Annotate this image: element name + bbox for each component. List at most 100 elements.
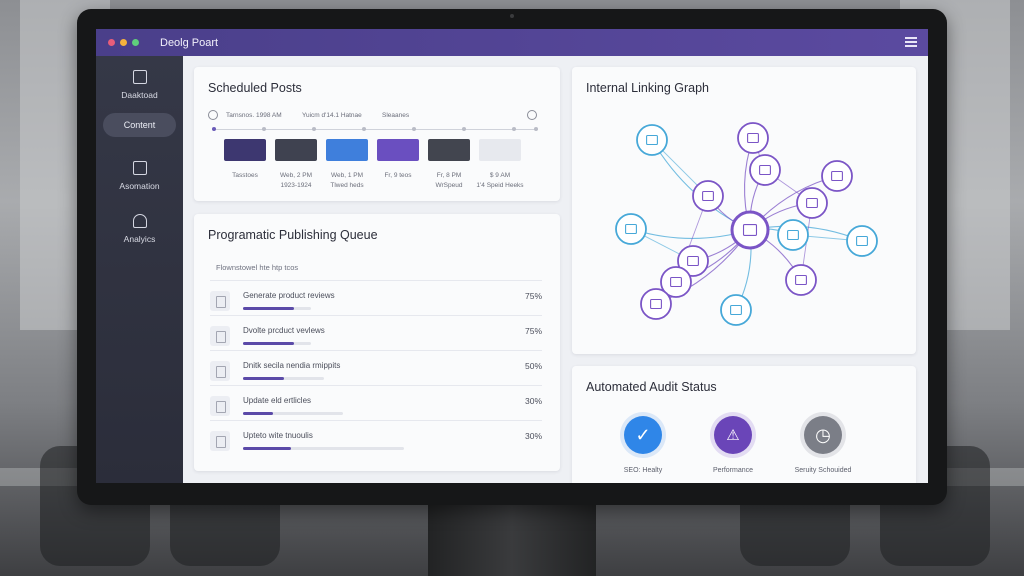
sidebar-item-automation[interactable]: Asomation bbox=[96, 161, 183, 191]
app-window: Deolg Poart Daaktoad Content Asomation A… bbox=[96, 29, 928, 483]
analytics-icon bbox=[132, 214, 147, 228]
timeline bbox=[212, 127, 538, 131]
app-title: Deolg Poart bbox=[160, 36, 219, 49]
queue-subtitle: Flownstowel hte htp tcos bbox=[216, 263, 299, 272]
graph-node[interactable] bbox=[749, 154, 781, 186]
progress-track bbox=[243, 447, 404, 450]
scheduled-post-label: Fr, 9 teos bbox=[384, 172, 412, 179]
queue-task-label: Generate product reviews bbox=[243, 291, 335, 300]
card-title: Scheduled Posts bbox=[208, 81, 302, 95]
graph-node[interactable] bbox=[846, 225, 878, 257]
graph-node[interactable] bbox=[640, 288, 672, 320]
maximize-window-dot[interactable] bbox=[132, 39, 139, 46]
minimize-window-dot[interactable] bbox=[120, 39, 127, 46]
warning-icon: ⚠ bbox=[714, 416, 752, 454]
queue-task-percent: 75% bbox=[524, 291, 542, 301]
scheduled-post-label: Fr, 8 PM WrSpeud bbox=[435, 172, 463, 189]
document-icon bbox=[210, 396, 230, 416]
card-title: Internal Linking Graph bbox=[586, 81, 709, 95]
sidebar: Daaktoad Content Asomation Analyics bbox=[96, 56, 183, 483]
queue-row[interactable]: Generate product reviews 75% bbox=[210, 280, 542, 315]
clock-icon: ◷ bbox=[804, 416, 842, 454]
scheduled-post-block[interactable] bbox=[428, 139, 470, 161]
progress-fill bbox=[243, 377, 284, 380]
linking-graph bbox=[615, 122, 878, 326]
queue-task-label: Dvolte prcduct vevlews bbox=[243, 326, 325, 335]
graph-node[interactable] bbox=[777, 219, 809, 251]
graph-node[interactable] bbox=[692, 180, 724, 212]
publishing-queue-card: Programatic Publishing Queue Flownstowel… bbox=[194, 214, 560, 471]
document-icon bbox=[210, 326, 230, 346]
graph-node[interactable] bbox=[821, 160, 853, 192]
hamburger-menu-icon[interactable] bbox=[905, 37, 917, 47]
scheduled-post-label: Web, 1 PM Tlwed heds bbox=[330, 172, 364, 189]
progress-track bbox=[243, 377, 324, 380]
graph-node[interactable] bbox=[720, 294, 752, 326]
sidebar-item-content[interactable]: Content bbox=[103, 113, 176, 137]
sidebar-item-dashboard[interactable]: Daaktoad bbox=[96, 70, 183, 100]
check-icon: ✓ bbox=[624, 416, 662, 454]
progress-track bbox=[243, 412, 343, 415]
scheduled-post-label: $ 9 AM 1'4 Speid Heeks bbox=[476, 172, 524, 189]
sidebar-item-label: Content bbox=[123, 120, 156, 130]
progress-fill bbox=[243, 412, 273, 415]
graph-node[interactable] bbox=[796, 187, 828, 219]
graph-hub-node[interactable] bbox=[730, 210, 770, 250]
audit-item-performance[interactable]: ⚠ Performance bbox=[688, 416, 778, 474]
document-icon bbox=[210, 291, 230, 311]
progress-fill bbox=[243, 447, 292, 450]
graph-node[interactable] bbox=[737, 122, 769, 154]
queue-task-label: Update eld ertlicles bbox=[243, 396, 312, 405]
queue-task-percent: 30% bbox=[524, 396, 542, 406]
sidebar-item-label: Asomation bbox=[119, 181, 160, 191]
queue-task-label: Upteto wite tnuoulis bbox=[243, 431, 313, 440]
graph-node[interactable] bbox=[660, 266, 692, 298]
scheduled-post-block[interactable] bbox=[479, 139, 521, 161]
queue-task-label: Dnitk secila nendia rmippits bbox=[243, 361, 341, 370]
document-icon bbox=[210, 431, 230, 451]
webcam bbox=[510, 14, 514, 18]
scheduled-post-label: Tasstoes bbox=[232, 172, 258, 179]
scheduled-post-block[interactable] bbox=[275, 139, 317, 161]
progress-track bbox=[243, 307, 311, 310]
audit-item-security[interactable]: ◷ Seruity Schouided bbox=[778, 416, 868, 474]
queue-row[interactable]: Dnitk secila nendia rmippits 50% bbox=[210, 350, 542, 385]
queue-task-percent: 75% bbox=[524, 326, 542, 336]
settings-icon[interactable] bbox=[527, 110, 537, 120]
sidebar-item-analytics[interactable]: Analyics bbox=[96, 214, 183, 244]
dashboard-icon bbox=[132, 70, 147, 84]
sidebar-item-label: Analyics bbox=[123, 234, 156, 244]
progress-fill bbox=[243, 342, 294, 345]
queue-row[interactable]: Dvolte prcduct vevlews 75% bbox=[210, 315, 542, 350]
monitor-stand bbox=[428, 505, 596, 576]
graph-node[interactable] bbox=[677, 245, 709, 277]
scheduled-post-label: Web, 2 PM 1923-1924 bbox=[279, 172, 313, 189]
linking-graph-card: Internal Linking Graph bbox=[572, 67, 916, 354]
scheduled-post-block[interactable] bbox=[224, 139, 266, 161]
title-bar: Deolg Poart bbox=[96, 29, 928, 56]
clock-icon bbox=[208, 110, 218, 120]
automation-icon bbox=[132, 161, 147, 175]
monitor: Deolg Poart Daaktoad Content Asomation A… bbox=[77, 9, 947, 505]
audit-label: SEO: Healty bbox=[623, 467, 663, 474]
queue-task-percent: 50% bbox=[524, 361, 542, 371]
graph-node[interactable] bbox=[636, 124, 668, 156]
schedule-range: Yuicm d'14.1 Hatnae bbox=[302, 112, 362, 119]
card-title: Automated Audit Status bbox=[586, 380, 717, 394]
progress-track bbox=[243, 342, 311, 345]
audit-status-card: Automated Audit Status ✓ SEO: Healty ⚠ P… bbox=[572, 366, 916, 483]
card-title: Programatic Publishing Queue bbox=[208, 228, 378, 242]
queue-row[interactable]: Upteto wite tnuoulis 30% bbox=[210, 420, 542, 455]
schedule-time: Tarnsnos. 1998 AM bbox=[226, 112, 282, 119]
scheduled-post-block[interactable] bbox=[326, 139, 368, 161]
graph-node[interactable] bbox=[785, 264, 817, 296]
graph-node[interactable] bbox=[615, 213, 647, 245]
audit-label: Seruity Schouided bbox=[794, 467, 852, 474]
queue-row[interactable]: Update eld ertlicles 30% bbox=[210, 385, 542, 420]
audit-item-seo[interactable]: ✓ SEO: Healty bbox=[598, 416, 688, 474]
document-icon bbox=[210, 361, 230, 381]
progress-fill bbox=[243, 307, 294, 310]
queue-task-percent: 30% bbox=[524, 431, 542, 441]
scheduled-post-block[interactable] bbox=[377, 139, 419, 161]
close-window-dot[interactable] bbox=[108, 39, 115, 46]
